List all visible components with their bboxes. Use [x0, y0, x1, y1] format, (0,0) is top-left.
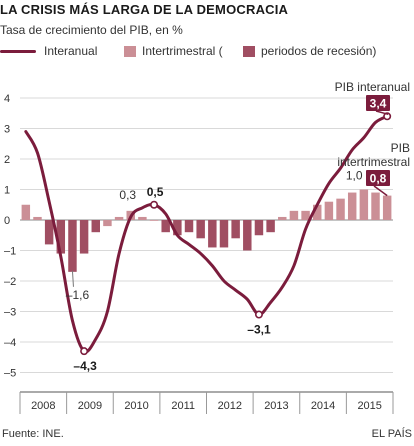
legend-quarterly: Intertrimestral (	[124, 44, 223, 58]
recession-bar	[254, 220, 264, 236]
y-tick-label: –3	[4, 307, 16, 319]
recession-bar	[161, 220, 170, 233]
data-label: 0,3	[119, 188, 136, 202]
quarterly-callout-label: intertrimestral	[337, 155, 410, 169]
quarterly-bar	[371, 192, 380, 220]
quarterly-bar	[336, 198, 345, 220]
recession-bar	[196, 220, 205, 239]
legend-quarterly-label: Intertrimestral (	[142, 44, 223, 58]
recession-bar	[173, 220, 182, 236]
data-label: 1,0	[346, 169, 363, 183]
line-point	[383, 112, 392, 121]
recession-bar	[266, 220, 275, 233]
quarterly-bar	[382, 195, 392, 220]
quarterly-bar	[21, 204, 31, 220]
recession-bar	[208, 220, 217, 248]
line-point	[80, 347, 89, 356]
quarterly-bar	[33, 216, 42, 220]
quarterly-bar	[114, 216, 124, 220]
legend-annual-label: Interanual	[44, 44, 98, 58]
publisher-credit: EL PAÍS	[371, 428, 412, 440]
y-tick-label: –4	[4, 337, 16, 349]
x-tick-label: 2009	[78, 400, 102, 412]
y-tick-label: –2	[4, 276, 16, 288]
source-note: Fuente: INE.	[2, 428, 64, 440]
y-tick-label: –1	[4, 246, 16, 258]
quarterly-bar	[138, 216, 147, 220]
data-label: –4,3	[73, 359, 97, 373]
recession-bar	[68, 220, 77, 272]
quarterly-callout-pointer	[373, 185, 388, 197]
annual-callout-value: 3,4	[370, 97, 387, 111]
data-label: 0,5	[147, 185, 164, 199]
x-tick-label: 2014	[311, 400, 335, 412]
annual-callout-label: PIB interanual	[335, 80, 410, 94]
recession-bar	[91, 220, 100, 233]
x-tick-label: 2010	[124, 400, 148, 412]
y-tick-label: 1	[4, 185, 10, 197]
recession-bar	[44, 220, 54, 245]
legend-recession-swatch	[243, 45, 255, 57]
data-label: –1,6	[66, 288, 90, 302]
x-tick-label: 2008	[31, 400, 55, 412]
recession-bar	[231, 220, 240, 239]
legend-recession-label: periodos de recesión)	[261, 44, 377, 58]
quarterly-bar	[313, 204, 322, 220]
quarterly-value-box	[366, 170, 390, 186]
chart-title: LA CRISIS MÁS LARGA DE LA DEMOCRACIA	[0, 2, 289, 17]
quarterly-callout-value: 0,8	[370, 172, 387, 186]
line-point	[150, 200, 159, 209]
legend-quarterly-swatch	[124, 45, 136, 57]
legend-recession: periodos de recesión)	[243, 44, 376, 58]
x-tick-label: 2015	[357, 400, 381, 412]
recession-bar	[79, 220, 89, 254]
annual-callout-pointer	[375, 110, 389, 116]
y-tick-label: 2	[4, 154, 10, 166]
chart-legend: Interanual Intertrimestral ( periodos de…	[0, 44, 414, 64]
recession-bar	[56, 220, 66, 254]
data-label: –3,1	[247, 323, 271, 337]
quarterly-bar	[103, 220, 112, 227]
quarterly-callout-label: PIB	[391, 141, 410, 155]
legend-annual: Interanual	[0, 44, 97, 58]
recession-bar	[219, 220, 229, 248]
x-tick-label: 2013	[264, 400, 288, 412]
x-tick-label: 2011	[171, 400, 195, 412]
y-tick-label: 4	[4, 93, 10, 105]
y-tick-label: 0	[4, 215, 10, 227]
quarterly-bar	[289, 210, 299, 220]
chart-subtitle: Tasa de crecimiento del PIB, en %	[0, 23, 183, 37]
quarterly-bar	[359, 189, 369, 220]
y-tick-label: 3	[4, 124, 10, 136]
quarterly-bar	[149, 220, 159, 221]
x-tick-label: 2012	[218, 400, 242, 412]
recession-bar	[184, 220, 194, 233]
legend-line-swatch	[0, 49, 36, 53]
quarterly-bar	[347, 192, 357, 220]
y-tick-label: –5	[4, 368, 16, 380]
leader-line	[71, 270, 74, 287]
recession-bar	[243, 220, 252, 251]
line-point	[254, 310, 263, 319]
annual-value-box	[366, 95, 390, 111]
quarterly-bar	[301, 210, 310, 220]
quarterly-bar	[324, 201, 334, 220]
quarterly-bar	[278, 216, 287, 220]
